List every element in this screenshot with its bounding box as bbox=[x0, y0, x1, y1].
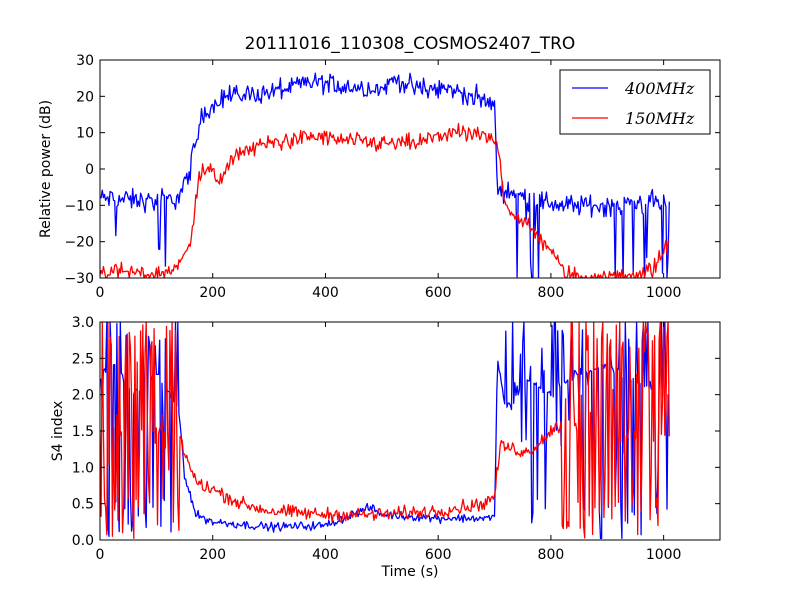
bottom-y-tick-label: 1.0 bbox=[72, 460, 94, 476]
bottom-y-tick-label: 2.5 bbox=[72, 351, 94, 367]
legend: 400MHz 150MHz bbox=[559, 69, 711, 135]
legend-label-400mhz: 400MHz bbox=[624, 79, 695, 98]
bottom-series-line-150mhz bbox=[100, 322, 670, 539]
bottom-y-tick-label: 2.0 bbox=[72, 388, 94, 404]
top-y-tick-label: 0 bbox=[85, 162, 94, 178]
top-y-tick-label: −30 bbox=[64, 271, 94, 287]
top-plot-area: 0 200 400 600 800 1000 −30 −20 −10 0 10 20 30 bbox=[64, 53, 721, 301]
bottom-y-axis-label: S4 index bbox=[50, 401, 66, 462]
bottom-y-tick-label: 1.5 bbox=[72, 424, 94, 440]
bottom-x-tick-label: 400 bbox=[312, 547, 339, 563]
top-x-tick-label: 600 bbox=[425, 285, 452, 301]
top-x-tick-label: 1000 bbox=[646, 285, 682, 301]
top-y-tick-label: −10 bbox=[64, 198, 94, 214]
top-chart-title: 20111016_110308_COSMOS2407_TRO bbox=[245, 34, 576, 54]
bottom-x-axis-label: Time (s) bbox=[381, 564, 439, 580]
top-x-tick-label: 800 bbox=[538, 285, 565, 301]
top-y-tick-label: 30 bbox=[76, 53, 94, 69]
bottom-x-tick-label: 0 bbox=[96, 547, 105, 563]
bottom-x-tick-label: 1000 bbox=[646, 547, 682, 563]
top-x-tick-label: 400 bbox=[312, 285, 339, 301]
top-y-tick-label: −20 bbox=[64, 235, 94, 251]
legend-label-150mhz: 150MHz bbox=[625, 109, 695, 128]
bottom-x-tick-label: 200 bbox=[199, 547, 226, 563]
bottom-x-tick-label: 600 bbox=[425, 547, 452, 563]
bottom-x-tick-label: 800 bbox=[538, 547, 565, 563]
bottom-y-tick-label: 0.5 bbox=[72, 497, 94, 513]
top-y-tick-label: 10 bbox=[76, 126, 94, 142]
top-y-tick-label: 20 bbox=[76, 89, 94, 105]
bottom-y-tick-label: 0.0 bbox=[72, 533, 94, 549]
top-x-tick-label: 200 bbox=[199, 285, 226, 301]
top-series-line-400mhz bbox=[100, 72, 670, 278]
bottom-y-tick-label: 3.0 bbox=[72, 315, 94, 331]
legend-box bbox=[559, 69, 711, 135]
top-y-axis-label: Relative power (dB) bbox=[38, 100, 54, 238]
top-x-tick-label: 0 bbox=[96, 285, 105, 301]
bottom-plot-area: 0 200 400 600 800 1000 0.0 0.5 1.0 1.5 2.0 2.5 3.0 bbox=[72, 315, 721, 563]
top-series-line-150mhz bbox=[100, 122, 670, 278]
